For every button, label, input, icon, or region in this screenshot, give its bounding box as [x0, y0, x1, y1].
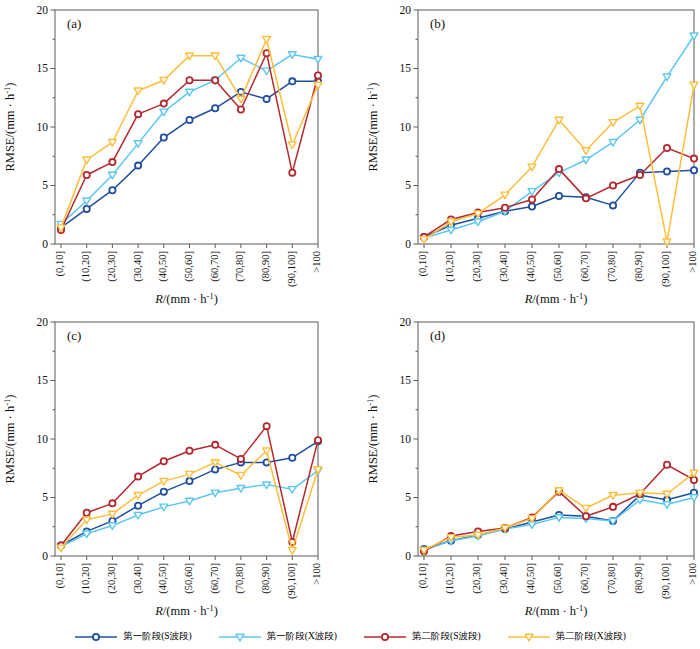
- svg-text:(20,30]: (20,30]: [106, 251, 118, 282]
- svg-text:(20,30]: (20,30]: [471, 251, 483, 282]
- svg-text:(a): (a): [67, 16, 81, 31]
- svg-text:(40,50]: (40,50]: [157, 251, 169, 282]
- svg-text:(60,70]: (60,70]: [209, 251, 221, 282]
- svg-text:20: 20: [37, 4, 49, 16]
- svg-text:(50,60]: (50,60]: [183, 563, 195, 594]
- svg-text:(60,70]: (60,70]: [579, 251, 591, 282]
- svg-text:(80,90]: (80,90]: [633, 251, 645, 282]
- svg-text:RMSE/(mm · h-1): RMSE/(mm · h-1): [2, 394, 17, 483]
- legend-marker-circle-red-icon: [363, 631, 407, 643]
- svg-text:10: 10: [37, 121, 49, 133]
- svg-text:(20,30]: (20,30]: [471, 563, 483, 594]
- svg-text:RMSE/(mm · h-1): RMSE/(mm · h-1): [365, 394, 380, 483]
- svg-text:20: 20: [400, 316, 412, 328]
- svg-text:RMSE/(mm · h-1): RMSE/(mm · h-1): [2, 82, 17, 171]
- svg-text:(80,90]: (80,90]: [260, 563, 272, 594]
- svg-text:(70,80]: (70,80]: [234, 563, 246, 594]
- svg-text:(d): (d): [430, 328, 445, 343]
- svg-text:(30,40]: (30,40]: [498, 251, 510, 282]
- svg-text:(70,80]: (70,80]: [606, 563, 618, 594]
- svg-text:(30,40]: (30,40]: [132, 563, 144, 594]
- legend-label: 第二阶段(X波段): [556, 630, 626, 643]
- legend-label: 第二阶段(S波段): [412, 630, 481, 643]
- svg-text:(b): (b): [430, 16, 445, 31]
- svg-text:>100: >100: [687, 251, 698, 273]
- svg-text:(90,100]: (90,100]: [660, 251, 672, 287]
- svg-text:(0,10]: (0,10]: [54, 251, 66, 276]
- svg-text:(10,20]: (10,20]: [80, 563, 92, 594]
- svg-text:(0,10]: (0,10]: [417, 251, 429, 276]
- svg-text:(20,30]: (20,30]: [106, 563, 118, 594]
- legend-item-stage2-s: 第二阶段(S波段): [363, 630, 481, 643]
- svg-text:(0,10]: (0,10]: [54, 563, 66, 588]
- svg-text:15: 15: [37, 62, 49, 74]
- svg-text:(50,60]: (50,60]: [552, 251, 564, 282]
- legend-label: 第一阶段(S波段): [123, 630, 192, 643]
- chart-panel-b: 0 5 10 15 20 (0,10] (10,20] (20,30] (30,40] (40,5…: [350, 0, 700, 312]
- svg-text:(30,40]: (30,40]: [498, 563, 510, 594]
- legend-marker-circle-blue-icon: [74, 631, 118, 643]
- svg-text:(70,80]: (70,80]: [606, 251, 618, 282]
- legend-marker-triangle-lightblue-icon: [218, 631, 262, 643]
- svg-text:>100: >100: [311, 251, 322, 273]
- svg-text:(90,100]: (90,100]: [286, 251, 298, 287]
- svg-text:(40,50]: (40,50]: [525, 563, 537, 594]
- svg-text:R/(mm · h-1): R/(mm · h-1): [524, 291, 588, 306]
- rmse-figure: 0 5 10 15 20 (0,10] (10,20] (20,30] (30,40] (40,5…: [0, 0, 700, 649]
- svg-text:(70,80]: (70,80]: [234, 251, 246, 282]
- svg-text:15: 15: [400, 374, 412, 386]
- svg-text:>100: >100: [687, 563, 698, 585]
- svg-text:(40,50]: (40,50]: [525, 251, 537, 282]
- svg-text:>100: >100: [311, 563, 322, 585]
- svg-text:0: 0: [42, 550, 48, 562]
- svg-text:(10,20]: (10,20]: [444, 563, 456, 594]
- legend-item-stage1-s: 第一阶段(S波段): [74, 630, 192, 643]
- svg-text:(60,70]: (60,70]: [579, 563, 591, 594]
- chart-legend: 第一阶段(S波段) 第一阶段(X波段) 第二阶段(S波段) 第二阶段(X波段): [0, 624, 700, 649]
- svg-text:(30,40]: (30,40]: [132, 251, 144, 282]
- svg-text:(50,60]: (50,60]: [552, 563, 564, 594]
- legend-item-stage2-x: 第二阶段(X波段): [507, 630, 626, 643]
- svg-text:5: 5: [42, 491, 48, 503]
- svg-text:(50,60]: (50,60]: [183, 251, 195, 282]
- chart-panel-d: 0 5 10 15 20 (0,10] (10,20] (20,30] (30,40] (40,5…: [350, 312, 700, 624]
- svg-text:(90,100]: (90,100]: [660, 563, 672, 599]
- svg-text:10: 10: [37, 433, 49, 445]
- svg-text:(80,90]: (80,90]: [260, 251, 272, 282]
- svg-text:0: 0: [42, 238, 48, 250]
- svg-text:15: 15: [37, 374, 49, 386]
- legend-label: 第一阶段(X波段): [267, 630, 337, 643]
- svg-text:0: 0: [405, 550, 411, 562]
- svg-text:(0,10]: (0,10]: [417, 563, 429, 588]
- svg-text:10: 10: [400, 121, 412, 133]
- svg-text:(10,20]: (10,20]: [444, 251, 456, 282]
- svg-text:R/(mm · h-1): R/(mm · h-1): [154, 603, 218, 618]
- svg-text:20: 20: [400, 4, 412, 16]
- svg-text:(c): (c): [67, 328, 81, 343]
- chart-panel-c: 0 5 10 15 20 (0,10] (10,20] (20,30] (30,40] (40,5…: [0, 312, 350, 624]
- svg-text:RMSE/(mm · h-1): RMSE/(mm · h-1): [365, 82, 380, 171]
- svg-text:R/(mm · h-1): R/(mm · h-1): [524, 603, 588, 618]
- svg-text:R/(mm · h-1): R/(mm · h-1): [154, 291, 218, 306]
- svg-text:(40,50]: (40,50]: [157, 563, 169, 594]
- svg-text:10: 10: [400, 433, 412, 445]
- svg-text:(10,20]: (10,20]: [80, 251, 92, 282]
- legend-item-stage1-x: 第一阶段(X波段): [218, 630, 337, 643]
- svg-text:5: 5: [42, 179, 48, 191]
- svg-text:5: 5: [405, 179, 411, 191]
- svg-text:5: 5: [405, 491, 411, 503]
- svg-text:15: 15: [400, 62, 412, 74]
- svg-text:(80,90]: (80,90]: [633, 563, 645, 594]
- svg-text:(60,70]: (60,70]: [209, 563, 221, 594]
- legend-marker-triangle-yellow-icon: [507, 631, 551, 643]
- svg-text:(90,100]: (90,100]: [286, 563, 298, 599]
- chart-panel-a: 0 5 10 15 20 (0,10] (10,20] (20,30] (30,40] (40,5…: [0, 0, 350, 312]
- svg-text:20: 20: [37, 316, 49, 328]
- svg-text:0: 0: [405, 238, 411, 250]
